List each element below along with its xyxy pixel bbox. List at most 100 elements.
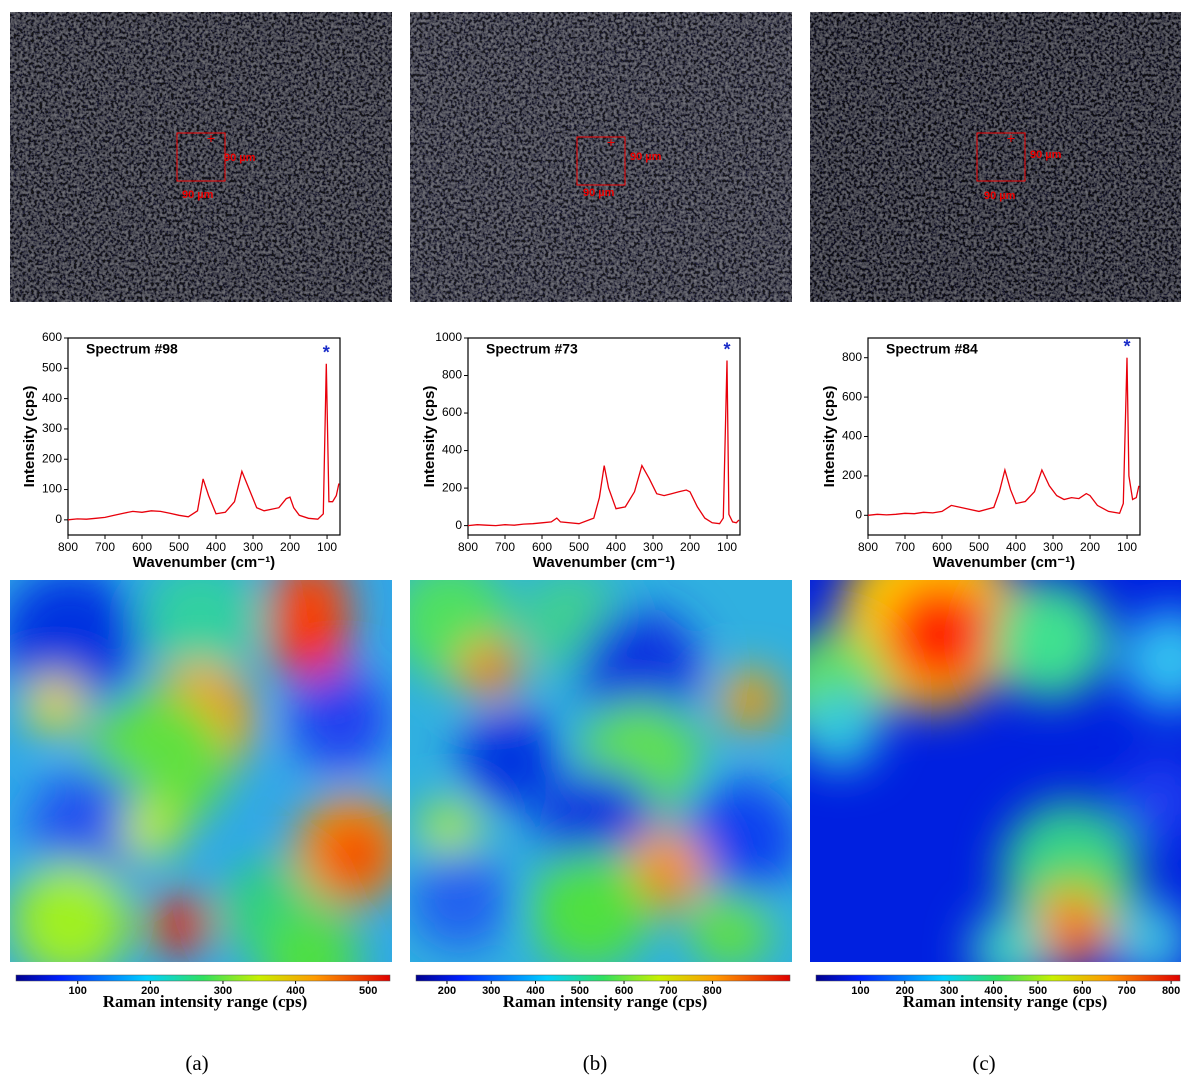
y-axis-label: Intensity (cps) <box>421 386 438 488</box>
colorbar-label: Raman intensity range (cps) <box>103 992 307 1011</box>
heatmap <box>0 560 405 1010</box>
x-tick-label: 300 <box>1043 540 1063 554</box>
y-axis-label: Intensity (cps) <box>821 386 838 488</box>
x-tick-label: 300 <box>243 540 263 554</box>
x-tick-label: 500 <box>569 540 589 554</box>
heatmap-blob <box>690 890 770 970</box>
y-tick-label: 800 <box>842 350 862 364</box>
heatmap-blob <box>800 690 880 770</box>
heatmap-blob <box>290 670 390 770</box>
x-axis-label: Wavenumber (cm⁻¹) <box>133 554 275 571</box>
heatmap-blob <box>474 654 506 686</box>
x-tick-label: 200 <box>1080 540 1100 554</box>
y-tick-label: 800 <box>442 368 462 382</box>
x-tick-label: 700 <box>495 540 515 554</box>
heatmap-blob <box>410 850 510 950</box>
plot-frame <box>468 338 740 535</box>
colorbar-tick-label: 200 <box>438 985 456 997</box>
heatmap-blob <box>885 580 995 690</box>
y-tick-label: 0 <box>855 507 862 521</box>
heatmap <box>770 530 1181 990</box>
spectrum-line <box>868 358 1139 516</box>
peak-annotation: * <box>1124 336 1131 356</box>
heatmap-blob <box>420 800 480 860</box>
heatmap-blob <box>270 560 350 640</box>
colorbar-tick-label: 300 <box>482 985 500 997</box>
colorbar <box>16 975 390 981</box>
colorbar-label: Raman intensity range (cps) <box>503 992 707 1011</box>
x-tick-label: 100 <box>1117 540 1137 554</box>
spectrum-line <box>468 361 739 526</box>
spectrum-title: Spectrum #98 <box>86 341 178 357</box>
scale-label: 90 µm <box>630 151 662 163</box>
heatmap-blob <box>10 860 130 980</box>
spectrum-title: Spectrum #84 <box>886 341 978 357</box>
x-tick-label: 600 <box>532 540 552 554</box>
x-tick-label: 400 <box>606 540 626 554</box>
x-tick-label: 400 <box>1006 540 1026 554</box>
x-axis-label: Wavenumber (cm⁻¹) <box>533 554 675 571</box>
plot-frame <box>68 338 340 535</box>
x-tick-label: 200 <box>680 540 700 554</box>
micrograph-texture <box>10 12 392 302</box>
x-tick-label: 600 <box>132 540 152 554</box>
panel-label: (c) <box>972 1051 995 1075</box>
y-tick-label: 400 <box>442 443 462 457</box>
x-tick-label: 700 <box>95 540 115 554</box>
y-tick-label: 1000 <box>435 330 462 344</box>
x-tick-label: 500 <box>969 540 989 554</box>
colorbar-label: Raman intensity range (cps) <box>903 992 1107 1011</box>
heatmap <box>390 560 800 970</box>
scale-label: 90 µm <box>583 187 615 199</box>
heatmap-blob <box>460 710 560 810</box>
heatmap-blob <box>150 895 210 955</box>
heatmap-blob <box>647 860 683 896</box>
y-tick-label: 200 <box>42 451 62 465</box>
heatmap-blob <box>1058 918 1102 962</box>
panel-label: (b) <box>583 1051 608 1075</box>
scale-label: 90 µm <box>1030 149 1062 161</box>
heatmap-blob <box>530 850 650 970</box>
panel-label: (a) <box>185 1051 208 1075</box>
scale-label: 90 µm <box>984 190 1016 202</box>
scale-label: 90 µm <box>224 152 256 164</box>
heatmap-blob <box>325 825 385 885</box>
y-tick-label: 200 <box>442 480 462 494</box>
y-tick-label: 300 <box>42 421 62 435</box>
y-tick-label: 600 <box>42 330 62 344</box>
colorbar-tick-label: 800 <box>1162 985 1180 997</box>
x-tick-label: 800 <box>458 540 478 554</box>
colorbar-tick-label: 500 <box>359 985 377 997</box>
y-axis-label: Intensity (cps) <box>21 386 38 488</box>
heatmap-blob <box>741 691 769 719</box>
colorbar <box>416 975 790 981</box>
spectrum-title: Spectrum #73 <box>486 341 578 357</box>
peak-annotation: * <box>323 343 330 363</box>
micrograph-texture <box>810 12 1181 302</box>
y-tick-label: 0 <box>55 512 62 526</box>
spectrum-line <box>68 364 339 520</box>
y-tick-label: 0 <box>455 518 462 532</box>
x-tick-label: 800 <box>858 540 878 554</box>
heatmap-blob <box>990 580 1110 700</box>
colorbar-tick-label: 100 <box>851 985 869 997</box>
plot-frame <box>868 338 1140 535</box>
x-tick-label: 200 <box>280 540 300 554</box>
x-tick-label: 400 <box>206 540 226 554</box>
heatmap-blob <box>41 691 69 719</box>
peak-annotation: * <box>724 339 731 359</box>
y-tick-label: 400 <box>842 429 862 443</box>
y-tick-label: 100 <box>42 482 62 496</box>
heatmap-blob <box>140 560 260 680</box>
micrograph-texture <box>410 12 792 302</box>
y-tick-label: 400 <box>42 391 62 405</box>
x-tick-label: 100 <box>317 540 337 554</box>
y-tick-label: 600 <box>442 405 462 419</box>
colorbar-tick-label: 100 <box>69 985 87 997</box>
x-tick-label: 100 <box>717 540 737 554</box>
x-tick-label: 700 <box>895 540 915 554</box>
y-tick-label: 600 <box>842 389 862 403</box>
x-tick-label: 500 <box>169 540 189 554</box>
figure: 90 µm 90 µm 0 100 200 300 400 500 600 800 700 600 50… <box>0 0 1181 1079</box>
y-tick-label: 500 <box>42 360 62 374</box>
